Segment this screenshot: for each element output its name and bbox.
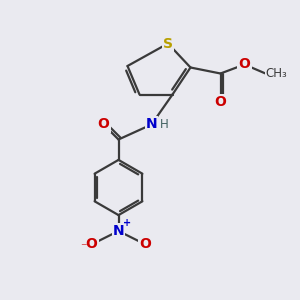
Text: CH₃: CH₃ — [266, 67, 287, 80]
Text: O: O — [85, 238, 98, 251]
Text: N: N — [113, 224, 124, 238]
Text: H: H — [160, 118, 169, 131]
Text: O: O — [238, 58, 250, 71]
Text: O: O — [140, 238, 152, 251]
Text: O: O — [214, 95, 226, 109]
Text: O: O — [98, 118, 110, 131]
Text: N: N — [146, 118, 157, 131]
Text: ⁻: ⁻ — [80, 241, 86, 254]
Text: S: S — [163, 37, 173, 50]
Text: +: + — [123, 218, 131, 228]
